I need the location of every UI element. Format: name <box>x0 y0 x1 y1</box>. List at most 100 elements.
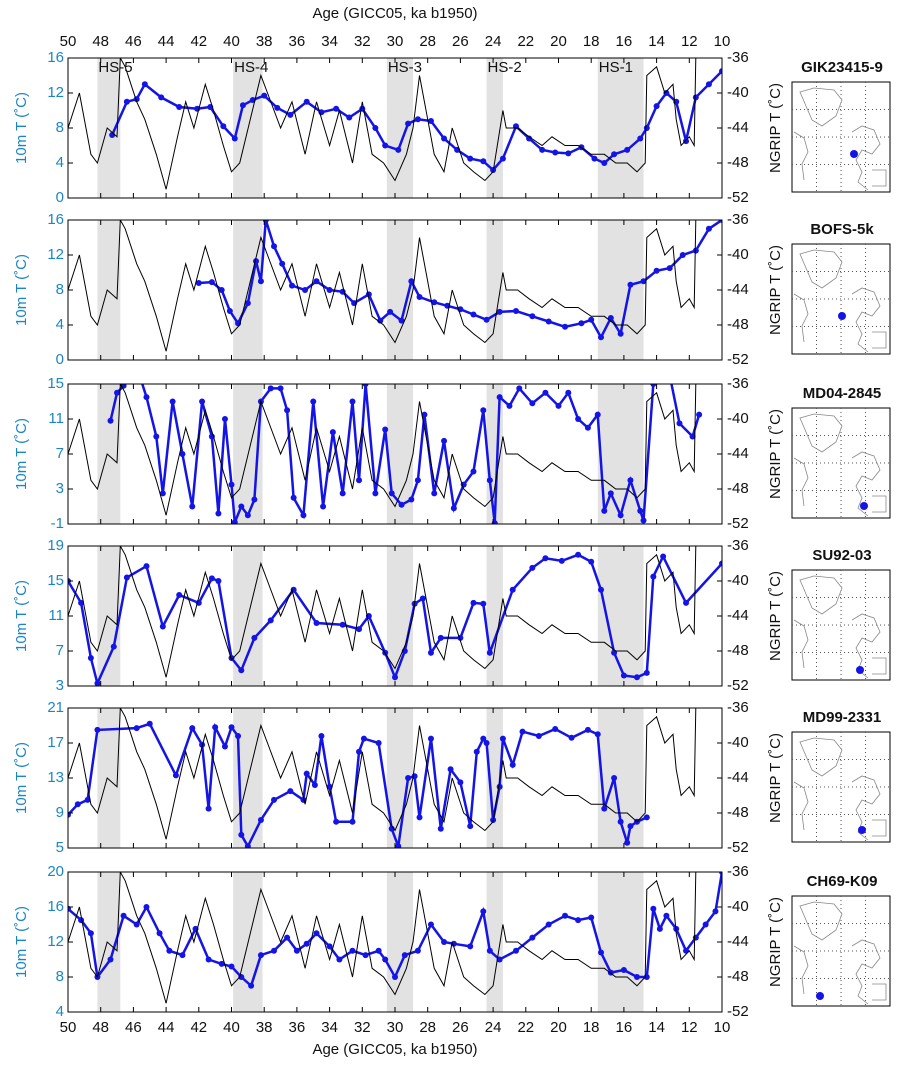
sst-point <box>360 735 367 742</box>
sst-point <box>427 118 434 124</box>
sst-point <box>267 385 274 392</box>
sst-point <box>509 586 516 593</box>
y-tick-label: 16 <box>47 49 64 66</box>
x-tick-label: 38 <box>256 1019 273 1036</box>
sst-point <box>179 952 186 959</box>
map-coast <box>793 87 887 191</box>
plot <box>68 708 697 848</box>
y2-tick-label: -44 <box>727 281 749 298</box>
hs-shade <box>486 708 503 848</box>
sst-point <box>244 300 251 307</box>
y2-tick-label: -36 <box>727 375 749 392</box>
sst-point <box>212 724 219 731</box>
sst-point <box>437 634 444 641</box>
y2-tick-label: -48 <box>727 480 749 497</box>
sst-point <box>401 952 408 959</box>
sst-point <box>650 905 657 912</box>
x-tick-label: 26 <box>452 33 469 50</box>
sst-point <box>516 385 523 392</box>
sst-point <box>238 503 245 510</box>
sst-point <box>166 947 173 954</box>
sst-point <box>339 490 346 497</box>
sst-point <box>627 281 634 288</box>
x-tick-label: 12 <box>681 33 698 50</box>
sst-point <box>153 433 160 440</box>
sst-point <box>257 817 264 823</box>
y2-tick-label: -44 <box>727 607 749 624</box>
y-tick-label: 11 <box>48 607 64 624</box>
sst-point <box>267 617 274 624</box>
sst-point <box>637 135 644 142</box>
sst-point <box>405 775 412 781</box>
sst-point <box>575 917 582 924</box>
sst-point <box>705 225 712 232</box>
core-title: MD04-2845 <box>803 385 881 402</box>
hs-shade <box>97 58 121 198</box>
sst-point <box>588 914 595 921</box>
sst-point <box>87 655 94 661</box>
sst-point <box>284 407 291 414</box>
map-coast <box>793 413 887 517</box>
sst-point <box>414 947 421 954</box>
sst-point <box>558 557 565 564</box>
ngrip-line <box>68 58 697 190</box>
y-tick-label: 3 <box>56 480 64 497</box>
sst-point <box>431 299 438 306</box>
sst-point <box>159 490 166 497</box>
sst-point <box>159 623 166 630</box>
x-tick-label: 28 <box>419 1019 436 1036</box>
sst-point <box>663 90 670 96</box>
sst-point <box>591 155 598 162</box>
sst-point <box>318 733 325 739</box>
x-tick-label: 44 <box>158 1019 175 1036</box>
sst-point <box>377 317 384 324</box>
sst-point <box>467 943 474 950</box>
sst-point <box>666 265 673 272</box>
x-tick-label: 36 <box>289 1019 306 1036</box>
map-coast <box>793 737 887 841</box>
sst-point <box>545 318 552 325</box>
sst-point <box>486 649 493 656</box>
sst-point <box>545 921 552 928</box>
sst-point <box>441 437 448 444</box>
sst-point <box>293 947 300 954</box>
y2-tick-label: -48 <box>727 968 749 985</box>
sst-point <box>218 960 225 967</box>
sst-point <box>568 734 575 741</box>
map-coast <box>793 249 887 353</box>
y2-axis-label: NGRIP T (˚C) <box>767 897 784 987</box>
sst-point <box>594 411 601 418</box>
sst-point <box>215 578 222 584</box>
y-tick-label: 17 <box>47 734 64 751</box>
x-tick-label: 22 <box>517 1019 534 1036</box>
sst-point <box>607 490 614 497</box>
sst-point <box>169 398 176 405</box>
y-tick-label: 7 <box>56 445 64 462</box>
x-tick-label: 24 <box>485 1019 502 1036</box>
sst-point <box>287 111 294 118</box>
sst-point <box>248 982 255 989</box>
sst-point <box>480 407 487 414</box>
hs-shade <box>486 220 503 360</box>
y2-tick-label: -44 <box>727 933 749 950</box>
x-tick-label: 44 <box>158 33 175 50</box>
sst-point <box>640 278 647 285</box>
y2-tick-label: -40 <box>727 734 749 751</box>
sst-point <box>398 501 405 508</box>
x-tick-label: 30 <box>387 33 404 50</box>
x-axis-label: Age (GICC05, ka b1950) <box>312 5 477 22</box>
y2-tick-label: -52 <box>727 839 749 856</box>
y-axis-label: 10m T (˚C) <box>13 906 30 978</box>
y2-tick-label: -40 <box>727 572 749 589</box>
sst-point <box>382 426 389 433</box>
core-site <box>856 666 864 674</box>
x-tick-label: 48 <box>92 33 109 50</box>
sst-point <box>656 925 663 932</box>
x-tick-label: 40 <box>223 33 240 50</box>
y-tick-label: 12 <box>47 933 64 950</box>
hs-shade <box>486 872 503 1012</box>
y2-tick-label: -48 <box>727 642 749 659</box>
ngrip-line <box>68 220 697 352</box>
sst-point <box>427 649 434 656</box>
core-title: MD99-2331 <box>803 709 881 726</box>
